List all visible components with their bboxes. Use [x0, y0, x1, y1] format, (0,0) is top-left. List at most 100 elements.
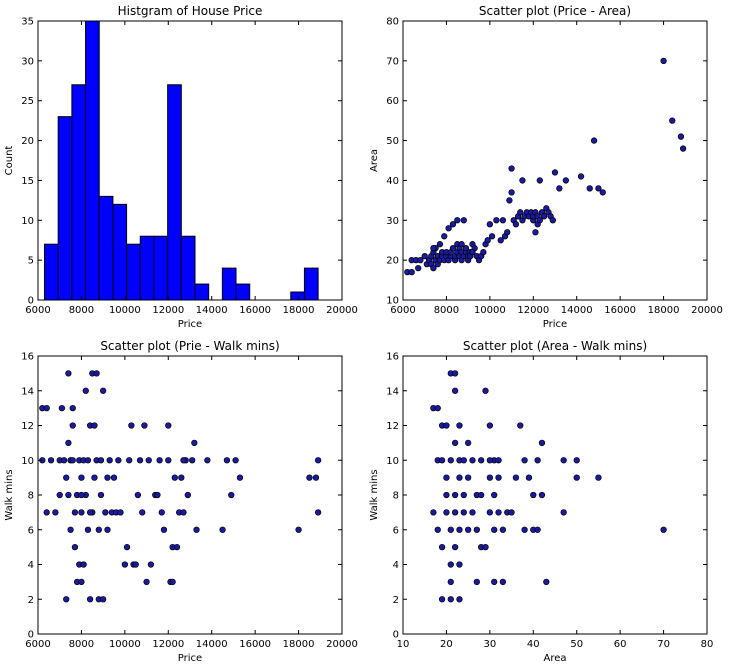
histogram-bar-4	[85, 20, 100, 301]
x-tick-label: 10000	[109, 639, 141, 650]
histogram-bar-10	[167, 84, 182, 301]
scatter-point-77	[595, 474, 602, 481]
scatter-point-5	[434, 404, 441, 412]
histogram-bar-12	[194, 283, 210, 301]
scatter-point-74	[160, 526, 168, 533]
scatter-point-20	[451, 543, 459, 551]
histogram-bar-1	[44, 243, 59, 301]
scatter-point-75	[165, 422, 172, 429]
scatter-point-2	[408, 268, 415, 276]
chart-title: Scatter plot (Area - Walk mins)	[463, 339, 647, 353]
scatter-point-57	[121, 561, 129, 568]
scatter-point-54	[495, 509, 502, 516]
x-tick-label: 40	[527, 639, 540, 650]
scatter-point-87	[189, 457, 196, 464]
scatter-point-62	[517, 422, 524, 429]
chart-title: Scatter plot (Prie - Walk mins)	[100, 339, 279, 353]
scatter-point-15	[65, 439, 72, 447]
scatter-point-52	[480, 249, 487, 256]
scatter-point-80	[171, 474, 178, 481]
scatter-point-86	[184, 491, 191, 499]
x-tick-label: 16000	[239, 305, 271, 316]
scatter-point-104	[78, 491, 85, 499]
scatter-point-76	[532, 229, 539, 236]
scatter-point-25	[451, 370, 459, 377]
scatter-point-57	[499, 578, 507, 586]
y-tick-label: 4	[393, 560, 399, 571]
scatter-point-88	[562, 177, 570, 184]
x-tick-label: 6000	[25, 639, 50, 650]
scatter-point-6	[52, 509, 59, 516]
scatter-point-67	[530, 491, 537, 499]
scatter-point-12	[63, 474, 70, 481]
y-tick-label: 16	[386, 352, 399, 363]
x-tick-label: 10000	[109, 305, 141, 316]
scatter-point-7	[56, 491, 63, 499]
x-tick-label: 60	[614, 639, 627, 650]
scatter-point-55	[495, 474, 502, 481]
scatter-point-84	[180, 509, 187, 516]
scatter-point-39	[469, 457, 476, 464]
scatter-point-48	[486, 474, 494, 481]
scatter-point-98	[508, 165, 515, 172]
scatter-point-44	[95, 526, 102, 533]
x-tick-label: 80	[701, 639, 714, 650]
histogram-bar-6	[112, 203, 128, 301]
scatter-point-3	[43, 404, 50, 412]
scatter-point-23	[441, 233, 448, 240]
scatter-point-41	[473, 526, 480, 533]
scatter-point-29	[80, 561, 87, 568]
chart-panel-3: Scatter plot (Prie - Walk mins) 6000 8000 1…	[4, 339, 358, 664]
y-tick-label: 6	[28, 525, 34, 536]
x-tick-label: 8000	[69, 639, 94, 650]
scatter-point-56	[488, 233, 496, 240]
y-tick-label: 10	[21, 216, 34, 227]
scatter-point-60	[508, 509, 515, 516]
x-tick-label: 6000	[25, 305, 50, 316]
scatter-point-41	[460, 217, 467, 224]
scatter-point-21	[451, 509, 459, 516]
scatter-point-81	[173, 543, 181, 551]
scatter-point-95	[236, 474, 244, 481]
y-tick-label: 5	[28, 256, 34, 267]
scatter-point-78	[169, 578, 176, 586]
scatter-point-14	[65, 491, 72, 499]
scatter-point-47	[486, 509, 494, 516]
y-tick-label: 12	[386, 421, 399, 432]
scatter-point-58	[123, 543, 131, 551]
scatter-point-70	[538, 491, 546, 499]
scatter-point-76	[165, 457, 172, 464]
scatter-point-76	[573, 474, 580, 481]
scatter-point-95	[669, 117, 676, 124]
scatter-point-105	[430, 245, 437, 252]
scatter-point-104	[458, 241, 465, 248]
y-tick-label: 0	[28, 630, 34, 641]
scatter-point-18	[447, 457, 454, 464]
scatter-point-96	[677, 133, 685, 140]
x-tick-label: 12000	[517, 305, 549, 316]
scatter-point-17	[447, 526, 454, 533]
scatter-point-90	[586, 185, 593, 192]
scatter-point-69	[534, 457, 541, 464]
x-tick-label: 20000	[691, 305, 723, 316]
scatter-point-46	[482, 387, 489, 394]
scatter-point-51	[491, 526, 498, 533]
scatter-point-65	[139, 509, 146, 516]
histogram-bar-5	[98, 195, 114, 301]
scatter-point-42	[93, 370, 100, 377]
scatter-point-31	[456, 422, 463, 429]
scatter-point-90	[204, 457, 211, 464]
scatter-point-27	[456, 561, 463, 568]
scatter-point-99	[314, 457, 322, 464]
x-tick-label: 20000	[326, 639, 358, 650]
scatter-point-99	[519, 177, 526, 184]
x-tick-label: 8000	[69, 305, 94, 316]
y-tick-label: 16	[21, 352, 34, 363]
y-tick-label: 10	[21, 456, 34, 467]
scatter-point-94	[660, 57, 667, 65]
x-tick-label: 18000	[648, 305, 680, 316]
scatter-point-37	[464, 439, 472, 447]
scatter-point-79	[536, 217, 543, 224]
chart-panel-1: Histgram of House Price 6000 8000 10000 1200…	[4, 4, 358, 330]
